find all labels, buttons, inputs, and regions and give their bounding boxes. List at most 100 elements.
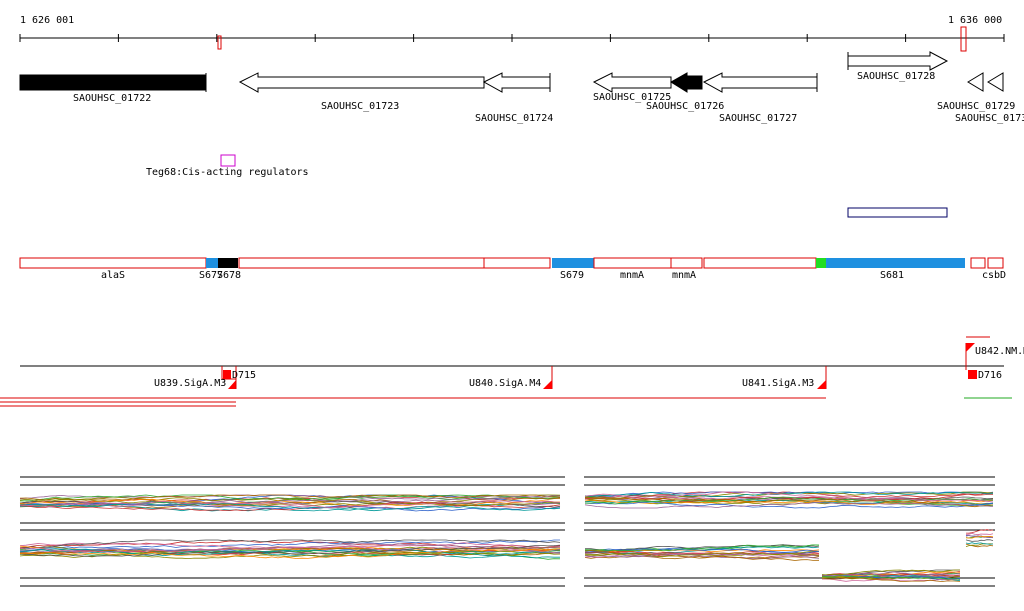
- gene-saouhsc-01725[interactable]: SAOUHSC_01725: [592, 72, 672, 103]
- ruler-ticks: [19, 34, 1005, 42]
- segment-mnma[interactable]: [593, 257, 672, 269]
- segment-csbd[interactable]: [987, 257, 1004, 269]
- regulator-track: Teg68:Cis-acting regulators: [146, 154, 948, 218]
- profile-line: [584, 501, 994, 509]
- profile-line: [19, 544, 561, 557]
- gene-label: SAOUHSC_01728: [857, 71, 935, 82]
- gene-saouhsc-01726[interactable]: SAOUHSC_01726: [646, 72, 724, 112]
- segment-s678[interactable]: [218, 258, 238, 268]
- gene-saouhsc-01724[interactable]: SAOUHSC_01724: [475, 72, 553, 124]
- profile-line: [965, 535, 994, 539]
- gene-label: SAOUHSC_01724: [475, 113, 553, 124]
- gene-saouhsc-01728[interactable]: SAOUHSC_01728: [847, 51, 949, 82]
- profile-line: [584, 492, 994, 503]
- gene-label: SAOUHSC_01726: [646, 101, 724, 112]
- profile-line: [19, 498, 561, 507]
- profile-line: [19, 500, 561, 509]
- position-ruler: 1 626 001 1 636 000: [19, 15, 1005, 52]
- site-label: U840.SigA.M4: [469, 378, 541, 389]
- segment-label: mnmA: [672, 270, 696, 281]
- profile-line: [19, 548, 561, 559]
- segment-mnma[interactable]: [670, 257, 703, 269]
- gene-track: SAOUHSC_01722 SAOUHSC_01723 SAOUHSC_0172…: [19, 51, 1024, 124]
- profile-line: [821, 569, 960, 576]
- profile-line: [584, 553, 820, 560]
- gene-label: SAOUHSC_01723: [321, 101, 399, 112]
- ruler-marker: [217, 35, 222, 50]
- segment-s677[interactable]: [206, 258, 218, 268]
- profile-line: [821, 577, 961, 582]
- profile-line: [19, 539, 560, 550]
- profile-line: [19, 542, 561, 553]
- profile-line: [19, 539, 561, 549]
- profile-line: [19, 548, 561, 557]
- segment[interactable]: [238, 257, 485, 269]
- feature-box[interactable]: [847, 207, 948, 218]
- profile-line: [966, 529, 994, 534]
- site-label: U839.SigA.M3: [154, 378, 226, 389]
- profile-line: [584, 491, 994, 498]
- site-label: D715: [232, 370, 256, 381]
- gene-saouhsc-01722[interactable]: SAOUHSC_01722: [19, 73, 207, 104]
- regulator-box[interactable]: [220, 154, 236, 167]
- gene-label: SAOUHSC_01729: [937, 101, 1015, 112]
- ruler-end-label: 1 636 000: [948, 15, 1002, 26]
- profile-line: [584, 497, 994, 508]
- segment[interactable]: [970, 257, 986, 269]
- profile-line: [584, 499, 994, 505]
- site-u840[interactable]: U840.SigA.M4: [469, 366, 553, 389]
- segment[interactable]: [703, 257, 817, 269]
- profile-line: [584, 501, 994, 509]
- segment-label: S678: [217, 270, 241, 281]
- profile-line: [821, 578, 961, 582]
- ruler-marker: [960, 26, 967, 52]
- profile-line: [19, 503, 561, 512]
- profile-line: [821, 571, 961, 576]
- gene-saouhsc-01727[interactable]: SAOUHSC_01727: [702, 72, 818, 124]
- gene-label: SAOUHSC_01725: [593, 92, 671, 103]
- profile-lines: [19, 491, 994, 582]
- segment-s681[interactable]: [826, 258, 965, 268]
- gene-label: SAOUHSC_01722: [73, 93, 151, 104]
- site-track: U839.SigA.M3 D715 U840.SigA.M4 U841.SigA…: [0, 336, 1024, 407]
- gene-saouhsc-0173[interactable]: SAOUHSC_0173: [955, 72, 1024, 124]
- gene-saouhsc-01729[interactable]: SAOUHSC_01729: [937, 72, 1015, 112]
- profile-line: [19, 494, 561, 502]
- site-label: U841.SigA.M3: [742, 378, 814, 389]
- site-u839[interactable]: U839.SigA.M3 D715: [154, 366, 256, 389]
- segment-label: csbD: [982, 270, 1006, 281]
- segment-label: S679: [560, 270, 584, 281]
- segment-s679[interactable]: [552, 258, 594, 268]
- segment-label: S681: [880, 270, 904, 281]
- expression-profiles: [19, 476, 995, 587]
- ruler-start-label: 1 626 001: [20, 15, 74, 26]
- segment-label: S677: [199, 270, 223, 281]
- profile-line: [584, 544, 820, 552]
- segment-label: alaS: [101, 270, 125, 281]
- site-u841[interactable]: U841.SigA.M3: [742, 366, 827, 389]
- profile-line: [584, 496, 994, 505]
- gene-label: SAOUHSC_01727: [719, 113, 797, 124]
- profile-line: [584, 548, 820, 553]
- profile-line: [584, 550, 820, 561]
- profile-line: [821, 575, 961, 580]
- segment-label: mnmA: [620, 270, 644, 281]
- segment-track: alaS S677 S678 S679 mnmA mnmA S681 csbD: [19, 257, 1006, 281]
- profile-line: [965, 532, 994, 536]
- profile-line: [19, 494, 561, 501]
- profile-line: [965, 542, 994, 545]
- site-u842[interactable]: U842.NM.M D716: [965, 336, 1024, 381]
- segment-alas[interactable]: [19, 257, 207, 269]
- site-label: D716: [978, 370, 1002, 381]
- profile-line: [19, 542, 561, 549]
- gene-saouhsc-01723[interactable]: SAOUHSC_01723: [238, 72, 485, 112]
- profile-line: [584, 491, 994, 503]
- segment[interactable]: [483, 257, 551, 269]
- gene-label: SAOUHSC_0173: [955, 113, 1024, 124]
- regulator-label: Teg68:Cis-acting regulators: [146, 167, 309, 178]
- segment-green[interactable]: [816, 258, 826, 268]
- profile-line: [965, 539, 994, 542]
- profile-line: [584, 544, 820, 552]
- profile-line: [584, 552, 820, 558]
